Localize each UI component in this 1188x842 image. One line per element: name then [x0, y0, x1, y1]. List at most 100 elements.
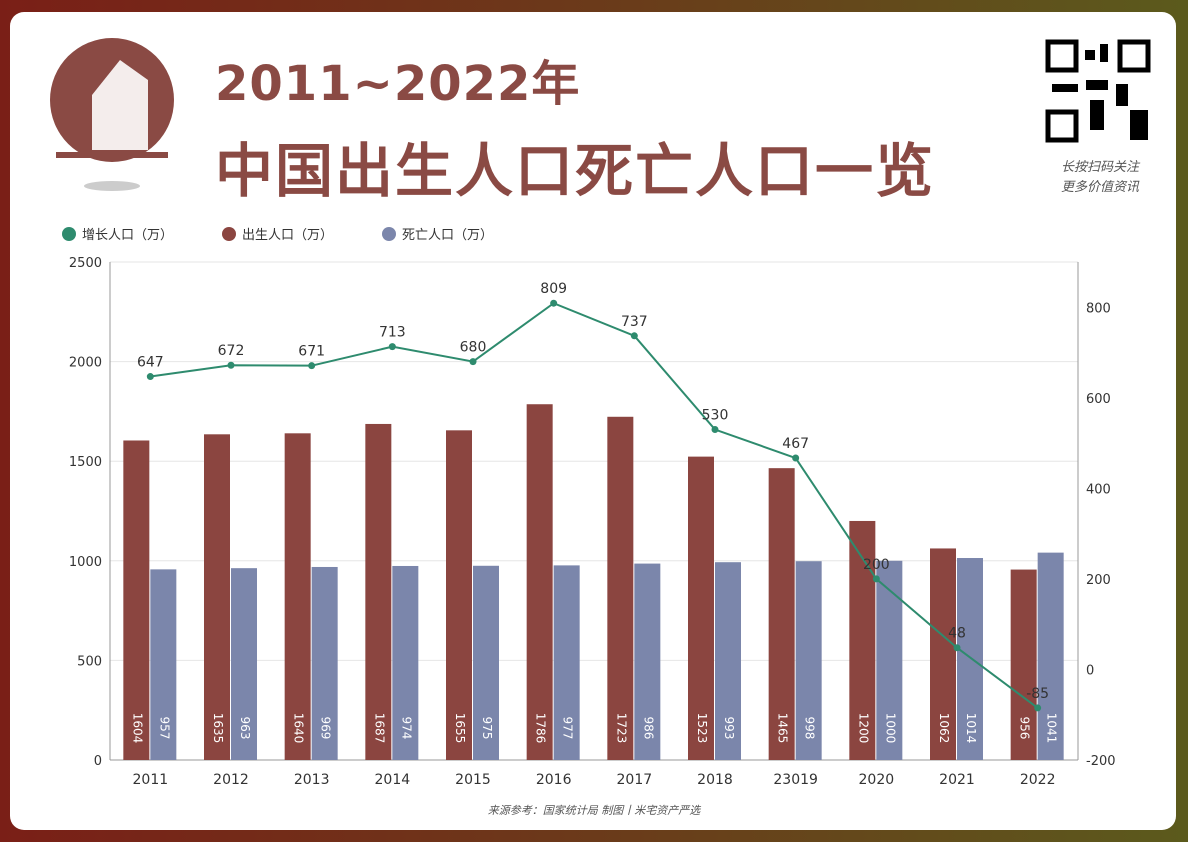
death-bar: [473, 565, 499, 760]
x-tick-label: 2016: [536, 772, 572, 788]
birth-data-label: 1604: [130, 713, 144, 744]
left-tick-label: 500: [77, 654, 102, 669]
birth-bar: [123, 440, 150, 760]
death-bar: [311, 566, 338, 760]
birth-data-label: 1635: [211, 713, 225, 744]
growth-data-label: 713: [379, 325, 406, 341]
birth-bar: [849, 520, 876, 760]
growth-data-label: 48: [948, 626, 966, 642]
left-tick-label: 0: [94, 754, 102, 769]
left-tick-label: 2000: [69, 356, 102, 371]
right-tick-label: -200: [1086, 754, 1116, 769]
growth-point: [146, 373, 154, 381]
legend-marker: [382, 227, 396, 241]
x-tick-label: 2017: [617, 772, 653, 788]
legend-marker: [62, 227, 76, 241]
x-tick-label: 2015: [455, 772, 491, 788]
birth-bar: [688, 456, 714, 760]
birth-bar: [284, 433, 311, 760]
growth-data-label: 647: [137, 355, 164, 371]
growth-point: [308, 362, 316, 370]
death-bar: [150, 569, 177, 760]
death-data-label: 993: [722, 717, 736, 740]
right-tick-label: 400: [1086, 482, 1111, 497]
x-tick-label: 2014: [375, 772, 411, 788]
death-data-label: 974: [399, 717, 413, 740]
birth-data-label: 1786: [534, 713, 548, 744]
growth-data-label: 671: [298, 344, 325, 360]
death-data-label: 986: [641, 717, 655, 740]
left-tick-label: 1500: [69, 455, 102, 470]
growth-point: [227, 361, 235, 369]
title-line-2: 中国出生人口死亡人口一览: [215, 137, 936, 205]
growth-point: [1034, 704, 1042, 712]
title-line-1: 2011~2022年: [215, 56, 581, 112]
source-footer: 来源参考：国家统计局 制图丨米宅资产严选: [487, 804, 701, 817]
birth-bar: [204, 434, 230, 760]
left-tick-label: 2500: [69, 256, 102, 271]
death-data-label: 1000: [883, 713, 897, 744]
legend-label: 增长人口（万）: [82, 228, 173, 243]
x-tick-label: 2020: [859, 772, 895, 788]
x-tick-label: 2012: [213, 772, 249, 788]
qr-code-icon: [1044, 38, 1152, 144]
right-tick-label: 600: [1086, 392, 1111, 407]
birth-data-label: 1655: [453, 713, 467, 744]
x-tick-label: 2022: [1020, 772, 1056, 788]
birth-bar: [1010, 569, 1037, 760]
death-data-label: 957: [157, 717, 171, 740]
growth-line: [150, 302, 1039, 709]
birth-bar: [930, 548, 956, 760]
death-data-label: 969: [319, 717, 333, 740]
right-tick-label: 200: [1086, 573, 1111, 588]
birth-data-label: 1062: [937, 713, 951, 744]
growth-point: [550, 299, 558, 307]
death-bar: [1037, 552, 1064, 760]
death-bar: [392, 565, 419, 760]
growth-point: [469, 358, 477, 366]
qr-caption-1: 长按扫码关注: [1060, 160, 1139, 175]
x-tick-label: 2018: [697, 772, 733, 788]
x-tick-label: 2011: [133, 772, 169, 788]
x-tick-label: 2013: [294, 772, 330, 788]
x-tick-label: 2021: [939, 772, 975, 788]
qr-caption-2: 更多价值资讯: [1060, 180, 1139, 195]
right-tick-label: 0: [1086, 663, 1094, 678]
death-data-label: 963: [238, 717, 252, 740]
death-bar: [715, 562, 741, 760]
birth-data-label: 1687: [372, 713, 386, 744]
birth-bar: [607, 416, 634, 760]
growth-data-label: 530: [702, 408, 729, 424]
birth-data-label: 1523: [695, 713, 709, 744]
death-data-label: 977: [561, 717, 575, 740]
birth-bar: [446, 430, 472, 760]
growth-point: [953, 644, 961, 652]
death-data-label: 975: [480, 717, 494, 740]
legend-marker: [222, 227, 236, 241]
death-bar: [957, 558, 983, 760]
birth-data-label: 1465: [776, 713, 790, 744]
death-data-label: 998: [803, 717, 817, 740]
growth-data-label: -85: [1026, 686, 1049, 702]
death-bar: [231, 568, 257, 760]
growth-point: [388, 343, 396, 351]
right-tick-label: 800: [1086, 301, 1111, 316]
growth-data-label: 809: [540, 281, 567, 297]
birth-data-label: 1723: [614, 713, 628, 744]
growth-point: [872, 575, 880, 583]
death-bar: [553, 565, 580, 760]
growth-data-label: 467: [782, 436, 809, 452]
legend-label: 出生人口（万）: [242, 228, 333, 243]
death-bar: [876, 560, 903, 760]
left-tick-label: 1000: [69, 555, 102, 570]
growth-data-label: 737: [621, 314, 648, 330]
birth-data-label: 1200: [856, 713, 870, 744]
death-data-label: 1014: [964, 713, 978, 744]
growth-point: [630, 332, 638, 340]
growth-point: [711, 426, 719, 434]
growth-data-label: 680: [460, 340, 487, 356]
qr-caption: 长按扫码关注 更多价值资讯: [1040, 158, 1160, 198]
growth-data-label: 200: [863, 557, 890, 573]
